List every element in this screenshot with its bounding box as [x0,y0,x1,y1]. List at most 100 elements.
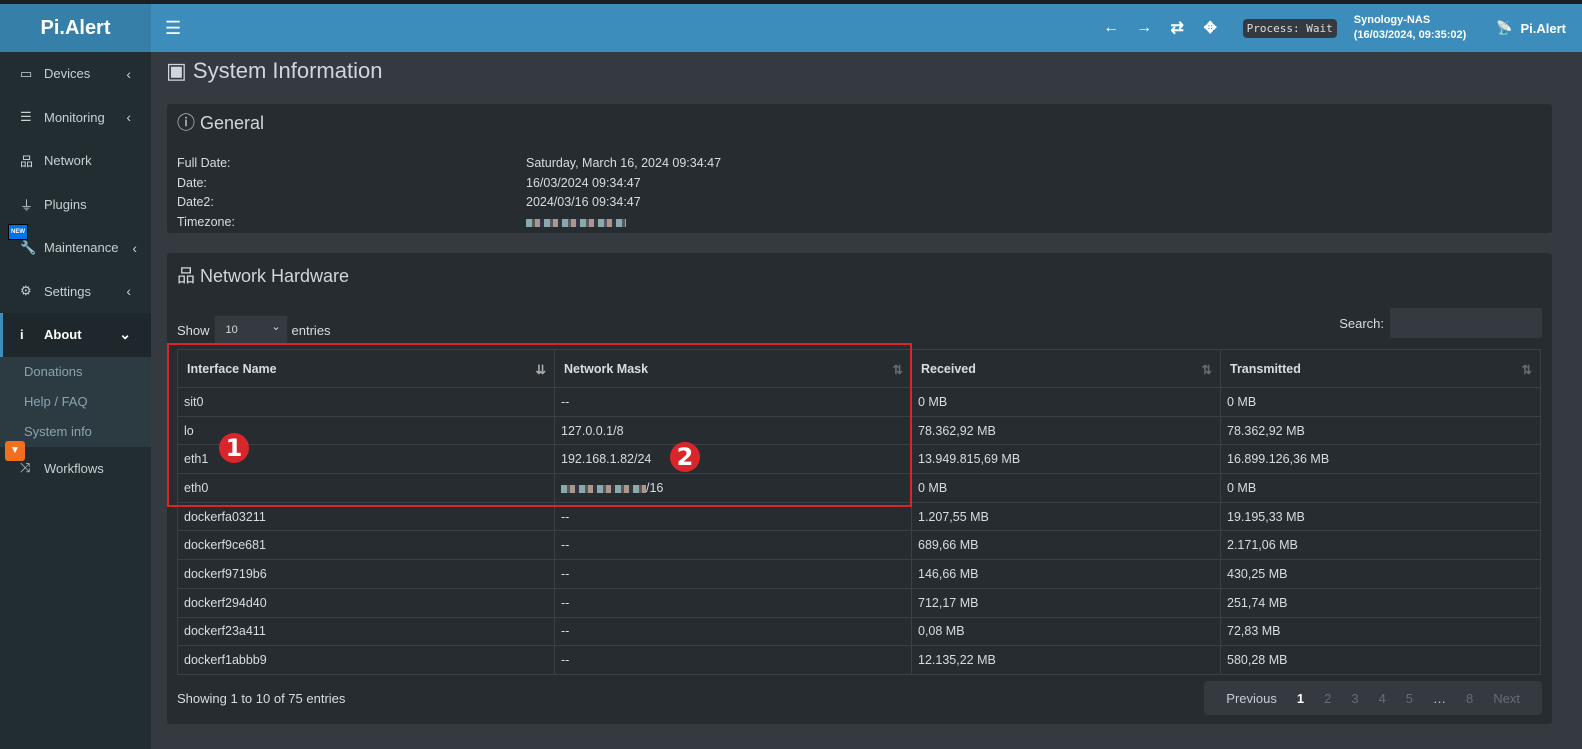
pager-page-5[interactable]: 5 [1405,690,1414,706]
table-cell: dockerf9ce681 [177,530,555,561]
gear-icon: ⚙ [20,283,32,299]
table-cell: 689,66 MB [911,530,1221,561]
sidebar-item-workflows[interactable]: ⤨ Workflows [0,447,151,491]
page-size-control: Show10entries [177,315,331,345]
table-cell: 430,25 MB [1220,559,1541,589]
back-arrow-icon[interactable]: ← [1103,19,1120,36]
pager-page-4[interactable]: 4 [1378,690,1386,706]
table-row: eth1 192.168.1.82/24 13.949.815,69 MB 16.89… [177,444,1541,475]
general-box: ⓘ General Full Date: Saturday, March 16, … [167,104,1552,233]
table-cell: -- [554,587,912,618]
sidebar-item-settings[interactable]: ⚙ Settings ‹ [0,270,151,314]
pager-page-1[interactable]: 1 [1296,690,1305,706]
page-size-select[interactable]: 10 [213,315,288,345]
pager-previous[interactable]: Previous [1226,690,1277,706]
table-cell: 580,28 MB [1220,645,1541,675]
pager-page-3[interactable]: 3 [1351,690,1359,706]
table-cell: -- [554,501,912,532]
chevron-left-icon: ‹ [132,239,137,256]
info-icon: i [20,327,24,343]
label: About [44,327,82,343]
process-status: Process: Wait [1242,18,1337,38]
host-info: Synology-NAS (16/03/2024, 09:35:02) [1354,13,1467,43]
cell-text: dockerf23a411 [184,624,266,639]
table-cell: dockerf294d40 [177,587,555,618]
cell-text: 19.195,33 MB [1227,509,1305,524]
app-logo[interactable]: Pi.Alert [0,4,151,52]
cell-text: 13.949.815,69 MB [918,452,1021,467]
sidebar-item-network[interactable]: 品 Network [0,139,151,183]
table-cell: dockerf23a411 [177,616,555,647]
submenu-system-info[interactable]: System info [24,424,92,439]
sidebar-item-about[interactable]: i About ⌄ [0,313,151,357]
table-cell: 78.362,92 MB [1220,415,1541,446]
sidebar-item-devices[interactable]: ▭ Devices ‹ [0,52,151,96]
show-label: Show [177,322,210,338]
general-title: ⓘ General [177,109,264,135]
cell-text: dockerf9719b6 [184,566,267,581]
column-interface-name[interactable]: Interface Name ⇊ [177,349,555,388]
move-icon[interactable]: ✥ [1203,20,1217,37]
redacted-ip [561,484,646,493]
pager-page-8[interactable]: 8 [1466,690,1474,706]
table-row: dockerf9719b6 -- 146,66 MB 430,25 MB [177,559,1541,589]
label: Settings [44,283,91,299]
table-cell: 251,74 MB [1220,587,1541,618]
table-cell: 13.949.815,69 MB [911,444,1221,475]
search-input[interactable] [1390,308,1542,338]
kv-date2: Date2: 2024/03/16 09:34:47 [177,195,641,209]
annotation-marker-2: 2 [670,442,700,472]
column-transmitted[interactable]: Transmitted ⇅ [1220,349,1541,388]
refresh-icon[interactable]: ⇄ [1170,20,1184,37]
router-icon: 📡 [1496,20,1513,35]
kv-full-date: Full Date: Saturday, March 16, 2024 09:34… [177,156,721,170]
table-cell: /16 [554,473,912,503]
cell-text: sit0 [184,394,204,409]
cell-text: 430,25 MB [1227,566,1288,581]
forward-arrow-icon[interactable]: → [1136,19,1153,36]
table-cell: -- [554,559,912,589]
cell-text: dockerf9ce681 [184,538,267,553]
cell-text: 72,83 MB [1227,624,1281,639]
submenu-help-faq[interactable]: Help / FAQ [24,394,88,409]
table-cell: sit0 [177,387,555,417]
cell-text: 0 MB [918,480,948,495]
table-cell: -- [554,645,912,675]
sidebar-item-plugins[interactable]: ⏚ Plugins [0,183,151,227]
table-cell: 0 MB [1220,473,1541,503]
pager-next[interactable]: Next [1493,690,1520,706]
cell-text: dockerfa03211 [184,509,266,524]
table-cell: 0 MB [911,473,1221,503]
table-cell: 0 MB [911,387,1221,417]
table-row: dockerf1abbb9 -- 12.135,22 MB 580,28 MB [177,645,1541,675]
pager-page-2[interactable]: 2 [1324,690,1332,706]
cell-text: eth1 [184,452,209,467]
cell-text: 127.0.0.1/8 [561,423,624,438]
value: Saturday, March 16, 2024 09:34:47 [526,156,722,170]
cell-text: 580,28 MB [1227,653,1288,668]
brand-label: Pi.Alert [1520,20,1566,36]
host-name: Synology-NAS [1353,14,1431,26]
cell-text: 689,66 MB [918,538,979,553]
header-text: Received [921,361,976,376]
submenu-donations[interactable]: Donations [24,364,83,379]
cell-text: 78.362,92 MB [1227,423,1305,438]
cell-text: 0 MB [918,394,948,409]
table-cell: 146,66 MB [911,559,1221,589]
laptop-icon: ▭ [20,65,33,81]
chevron-left-icon: ‹ [126,65,131,82]
menu-toggle-icon[interactable]: ☰ [165,17,182,38]
value: 2024/03/16 09:34:47 [526,195,641,209]
column-network-mask[interactable]: Network Mask ⇅ [554,349,912,388]
cell-text: 0 MB [1227,480,1257,495]
user-menu[interactable]: 📡 Pi.Alert [1496,20,1566,36]
sidebar-item-monitoring[interactable]: ☰ Monitoring ‹ [0,96,151,140]
cell-text: 146,66 MB [918,566,979,581]
table-row: eth0/16 0 MB 0 MB [177,473,1541,503]
sidebar-item-maintenance[interactable]: 🔧 Maintenance ‹ [0,226,151,270]
cell-text: 12.135,22 MB [918,653,996,668]
table-cell: 19.195,33 MB [1220,501,1541,532]
label: Devices [44,66,91,82]
column-received[interactable]: Received ⇅ [911,349,1221,388]
header-text: Network Mask [564,361,649,376]
